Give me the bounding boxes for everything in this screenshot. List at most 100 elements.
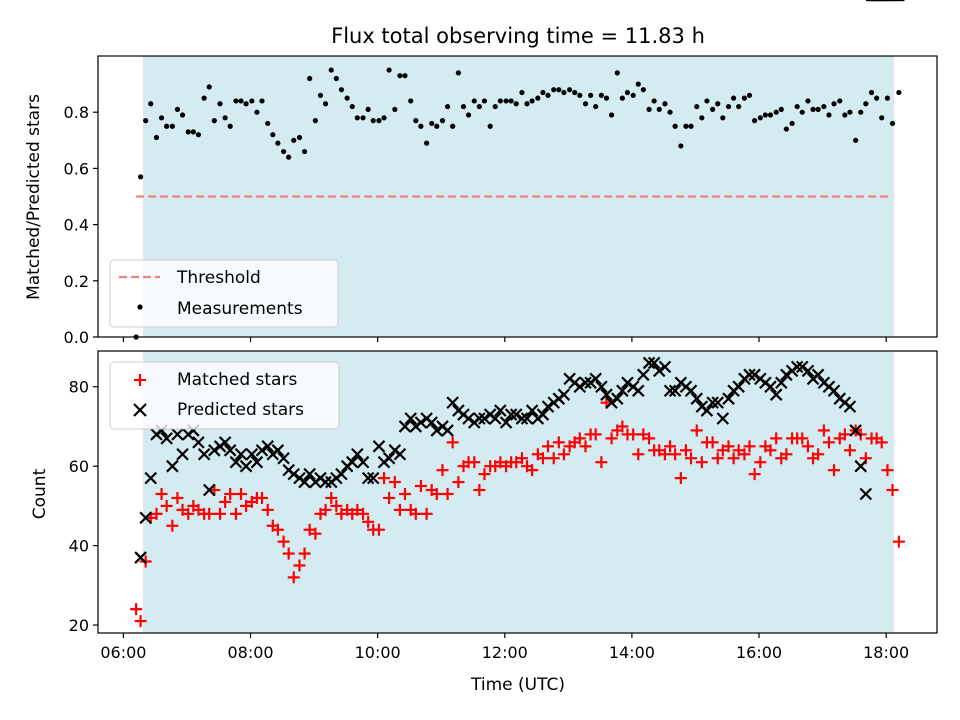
legend-measurements-label: Measurements — [177, 299, 303, 319]
predicted-point — [600, 388, 613, 401]
measurement-point — [519, 89, 525, 96]
matched-point — [357, 507, 370, 520]
predicted-point — [441, 424, 454, 437]
measurement-point — [201, 95, 207, 101]
measurement-point — [551, 87, 557, 93]
predicted-point — [684, 384, 698, 397]
measurement-point — [694, 103, 700, 110]
predicted-point — [658, 360, 672, 374]
predicted-point — [611, 392, 624, 405]
measurement-point — [376, 118, 382, 124]
predicted-point — [382, 451, 396, 465]
predicted-point — [764, 380, 777, 394]
predicted-point — [637, 368, 650, 382]
matched-point — [892, 535, 905, 548]
predicted-point — [404, 412, 417, 425]
predicted-point — [166, 459, 179, 473]
measurement-point — [286, 154, 292, 160]
matched-point — [473, 484, 486, 497]
bottom-marks — [130, 0, 905, 628]
predicted-point — [261, 440, 274, 453]
matched-point — [271, 523, 284, 536]
predicted-point — [690, 392, 704, 405]
matched-point — [727, 452, 740, 465]
x-tick-label: 16:00 — [736, 643, 782, 662]
matched-point — [669, 448, 682, 461]
measurement-point — [863, 101, 869, 107]
measurement-point — [715, 101, 721, 107]
top-legend: Threshold Measurements — [109, 259, 339, 328]
matched-point — [595, 456, 608, 469]
predicted-point — [425, 416, 438, 429]
predicted-point — [722, 392, 735, 405]
matched-point — [436, 464, 449, 477]
matched-point — [780, 448, 793, 461]
measurement-point — [307, 75, 313, 82]
predicted-point — [229, 455, 243, 469]
matched-point — [711, 452, 724, 465]
predicted-point — [536, 408, 550, 421]
measurement-point — [217, 101, 223, 107]
matched-point — [875, 436, 888, 449]
measurement-point — [889, 120, 896, 127]
matched-point — [690, 424, 703, 437]
measurement-point — [874, 95, 880, 101]
predicted-point — [234, 447, 248, 461]
legend-matched-label: Matched stars — [177, 370, 297, 390]
measurement-point — [222, 115, 228, 121]
measurement-point — [725, 103, 732, 110]
matched-point — [881, 464, 894, 477]
top-y-tick-label: 0.0 — [64, 328, 89, 347]
predicted-point — [589, 372, 602, 386]
matched-point — [319, 503, 332, 516]
measurement-point — [678, 143, 684, 149]
top-y-tick-label: 0.4 — [64, 216, 89, 235]
measurement-point — [164, 123, 170, 129]
measurement-point — [365, 106, 371, 112]
measurement-point — [577, 92, 583, 98]
matched-point — [409, 507, 422, 520]
measurement-point — [434, 123, 440, 129]
matched-point — [605, 432, 618, 445]
top-panel: 0.0 0.2 0.4 0.6 0.8 Flux total observing tim… — [24, 24, 938, 347]
measurement-point — [762, 112, 768, 118]
measurement-point — [481, 98, 488, 104]
top-axes-frame — [97, 55, 938, 338]
predicted-point — [160, 432, 173, 445]
predicted-point — [218, 436, 232, 449]
measurement-point — [545, 92, 551, 98]
predicted-point — [171, 428, 184, 441]
measurement-point — [360, 115, 366, 121]
matched-point — [155, 487, 168, 500]
predicted-point — [743, 368, 756, 382]
measurement-point — [513, 101, 519, 107]
matched-point — [754, 456, 767, 469]
matched-point — [748, 468, 761, 481]
matched-point — [468, 456, 481, 469]
matched-point — [706, 436, 719, 449]
predicted-point — [595, 380, 608, 394]
predicted-point — [176, 447, 189, 461]
measurement-point — [529, 98, 535, 104]
measurement-point — [662, 101, 668, 107]
measurement-point — [778, 106, 784, 112]
matched-point — [398, 487, 411, 500]
measurement-point — [349, 103, 355, 110]
x-tick-label: 12:00 — [482, 643, 528, 662]
measurement-point — [789, 120, 795, 127]
measurement-point — [524, 101, 530, 107]
matched-point — [446, 436, 459, 449]
matched-point — [214, 507, 227, 520]
measurement-point — [826, 112, 832, 118]
predicted-point — [811, 368, 825, 382]
measurement-point — [158, 115, 165, 121]
measurement-point — [270, 132, 276, 138]
measurement-point — [392, 106, 398, 112]
matched-point — [362, 515, 375, 528]
bottom-panel: 20 40 60 80 06:00 08:00 10:00 12:00 14:00 16:00 1… — [30, 0, 938, 695]
measurement-point — [884, 95, 891, 101]
matched-point — [843, 444, 856, 457]
predicted-point — [780, 368, 793, 382]
measurement-point — [444, 103, 451, 110]
matched-point — [203, 507, 216, 520]
